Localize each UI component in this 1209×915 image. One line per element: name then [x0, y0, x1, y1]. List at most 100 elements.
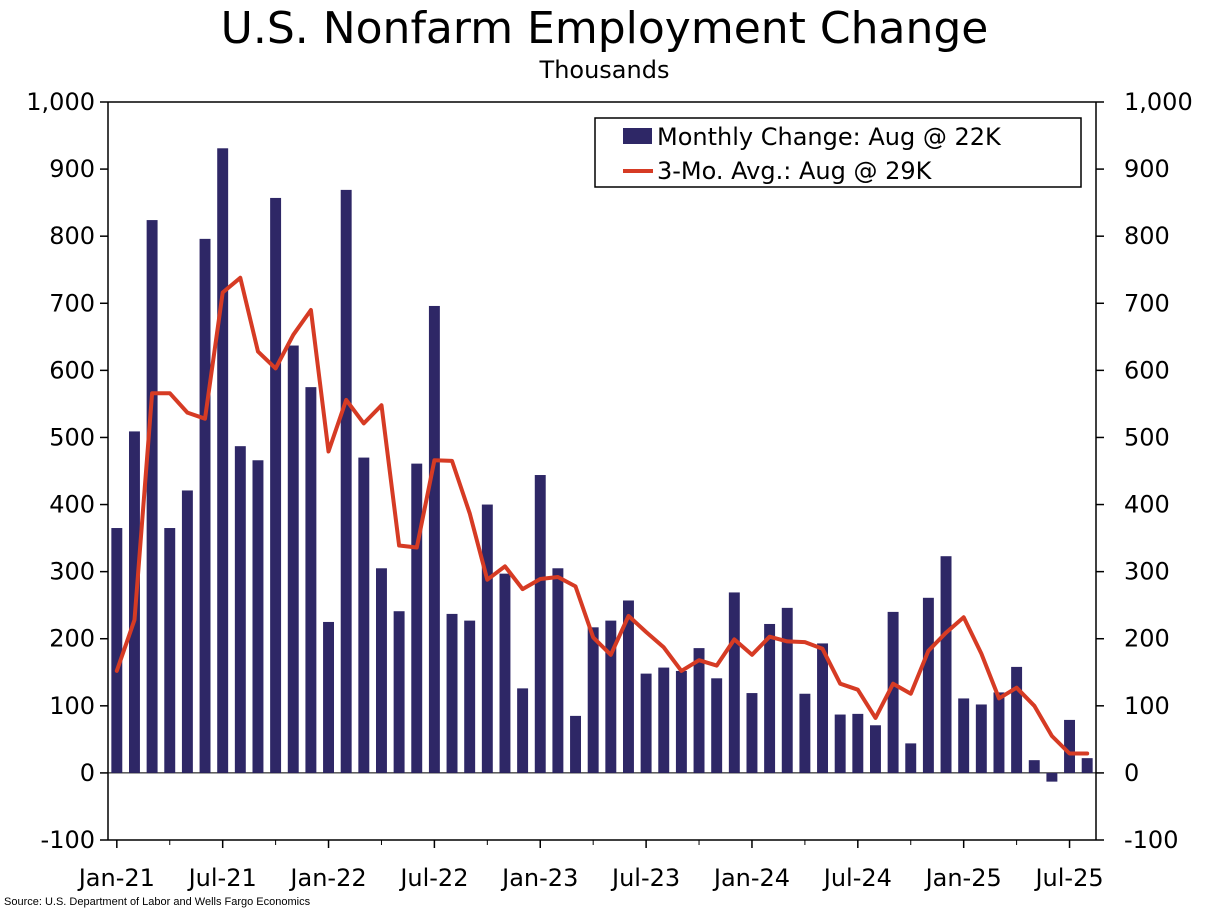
y-tick-label-right: -100 — [1124, 826, 1178, 854]
x-tick-label: Jan-23 — [500, 864, 578, 892]
legend: Monthly Change: Aug @ 22K 3-Mo. Avg.: Aug… — [594, 117, 1082, 188]
bar — [1011, 666, 1023, 773]
bar — [111, 528, 123, 773]
x-tick-label: Jul-25 — [1033, 864, 1103, 892]
line-series — [114, 275, 1090, 756]
y-tick-label-left: 1,000 — [26, 88, 95, 116]
bar — [975, 704, 987, 773]
bar-series — [111, 148, 1093, 782]
y-tick-label-right: 600 — [1124, 356, 1170, 384]
bar — [217, 148, 229, 773]
y-tick-label-right: 900 — [1124, 155, 1170, 183]
bar — [199, 238, 211, 773]
bar — [164, 528, 176, 773]
avg-line — [114, 275, 1090, 756]
bar — [834, 714, 846, 773]
bar — [693, 648, 705, 773]
bar — [887, 611, 899, 773]
axes: -100 -100 0 0 100 100 200 200 300 300 400 400 500 500… — [26, 88, 1192, 892]
y-tick-label-left: 500 — [49, 423, 95, 451]
y-tick-label-left: 600 — [49, 356, 95, 384]
bar — [270, 197, 282, 773]
chart-subtitle: Thousands — [539, 56, 670, 84]
bar — [481, 504, 493, 773]
bar — [869, 725, 881, 773]
bar — [552, 568, 564, 773]
y-tick-label-right: 400 — [1124, 491, 1170, 519]
y-tick-label-right: 700 — [1124, 289, 1170, 317]
legend-bar-swatch — [623, 128, 652, 144]
bar — [234, 446, 246, 773]
bar — [940, 556, 952, 773]
y-tick-label-left: -100 — [41, 826, 95, 854]
bar — [852, 713, 864, 773]
bar — [605, 620, 617, 773]
bar — [181, 490, 193, 773]
legend-box — [594, 117, 1082, 188]
y-tick-label-right: 1,000 — [1124, 88, 1193, 116]
bar — [305, 387, 317, 773]
bar — [570, 715, 582, 773]
legend-label-avg: 3-Mo. Avg.: Aug @ 29K — [657, 157, 933, 185]
bar — [393, 611, 405, 773]
bar — [428, 305, 440, 773]
bar — [905, 743, 917, 773]
bar — [958, 698, 970, 773]
bar — [1064, 719, 1076, 773]
y-tick-label-left: 800 — [49, 222, 95, 250]
y-tick-label-left: 300 — [49, 558, 95, 586]
bar — [446, 613, 458, 773]
bar — [728, 592, 740, 773]
bar — [711, 678, 723, 773]
bar — [817, 643, 829, 773]
bar — [340, 189, 352, 773]
bar — [993, 692, 1005, 773]
x-tick-label: Jul-23 — [610, 864, 680, 892]
bar — [499, 573, 511, 773]
bar — [323, 621, 335, 773]
y-tick-label-left: 900 — [49, 155, 95, 183]
bar — [1081, 758, 1093, 773]
x-tick-label: Jul-21 — [187, 864, 257, 892]
bar — [146, 220, 158, 773]
y-tick-label-right: 100 — [1124, 692, 1170, 720]
y-tick-label-left: 700 — [49, 289, 95, 317]
bar — [781, 607, 793, 773]
x-tick-label: Jan-21 — [77, 864, 155, 892]
legend-label-monthly: Monthly Change: Aug @ 22K — [657, 123, 1002, 151]
chart-title: U.S. Nonfarm Employment Change — [220, 3, 989, 54]
bar — [658, 667, 670, 773]
bar — [375, 568, 387, 773]
bar — [799, 693, 811, 773]
y-tick-label-right: 200 — [1124, 625, 1170, 653]
bar — [1028, 760, 1040, 773]
y-tick-label-left: 0 — [80, 759, 95, 787]
bar — [1046, 772, 1058, 782]
bar — [358, 457, 370, 773]
bar — [411, 463, 423, 773]
bar — [622, 600, 634, 773]
bar — [587, 627, 599, 773]
bar — [640, 673, 652, 773]
bar — [287, 345, 299, 773]
y-tick-label-left: 200 — [49, 625, 95, 653]
source-note: Source: U.S. Department of Labor and Wel… — [4, 896, 311, 908]
bar — [764, 623, 776, 773]
bar — [534, 475, 546, 773]
x-tick-label: Jan-25 — [924, 864, 1002, 892]
bar — [464, 620, 476, 773]
y-tick-label-left: 100 — [49, 692, 95, 720]
x-tick-label: Jul-24 — [822, 864, 892, 892]
y-tick-label-right: 300 — [1124, 558, 1170, 586]
y-tick-label-right: 0 — [1124, 759, 1139, 787]
y-tick-label-left: 400 — [49, 491, 95, 519]
y-tick-label-right: 500 — [1124, 423, 1170, 451]
bar — [252, 460, 264, 773]
y-tick-label-right: 800 — [1124, 222, 1170, 250]
bar — [746, 693, 758, 773]
bar — [675, 670, 687, 773]
bar — [517, 688, 529, 773]
x-tick-label: Jan-24 — [712, 864, 790, 892]
x-tick-label: Jul-22 — [398, 864, 468, 892]
